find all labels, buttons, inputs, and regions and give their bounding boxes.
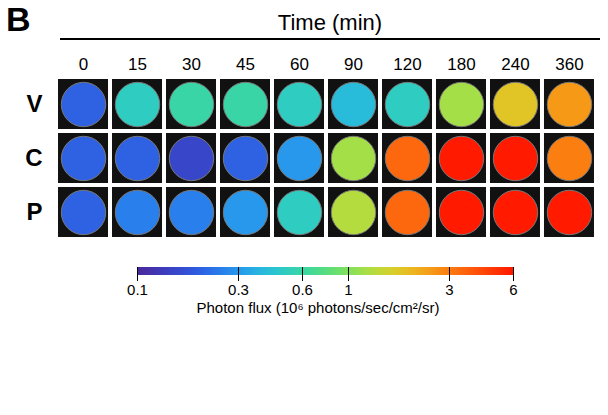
svg-text:120: 120	[393, 55, 421, 74]
svg-text:90: 90	[344, 55, 363, 74]
svg-text:C: C	[25, 144, 42, 171]
svg-text:240: 240	[501, 55, 529, 74]
svg-text:180: 180	[447, 55, 475, 74]
svg-text:60: 60	[290, 55, 309, 74]
svg-text:0: 0	[79, 55, 88, 74]
svg-text:30: 30	[182, 55, 201, 74]
svg-text:360: 360	[555, 55, 583, 74]
svg-text:P: P	[27, 198, 43, 225]
svg-text:1: 1	[344, 281, 352, 298]
svg-text:0.1: 0.1	[127, 281, 148, 298]
svg-text:V: V	[27, 90, 43, 117]
svg-text:6: 6	[509, 281, 517, 298]
svg-text:3: 3	[445, 281, 453, 298]
svg-text:45: 45	[236, 55, 255, 74]
svg-text:0.3: 0.3	[228, 281, 249, 298]
svg-text:0.6: 0.6	[292, 281, 313, 298]
html-text:B: B	[6, 0, 31, 38]
html-text:Time (min): Time (min)	[277, 10, 383, 35]
html-text:Photon flux (10⁶ photons/sec/c: Photon flux (10⁶ photons/sec/cm²/sr)	[196, 299, 440, 317]
svg-text:15: 15	[128, 55, 147, 74]
